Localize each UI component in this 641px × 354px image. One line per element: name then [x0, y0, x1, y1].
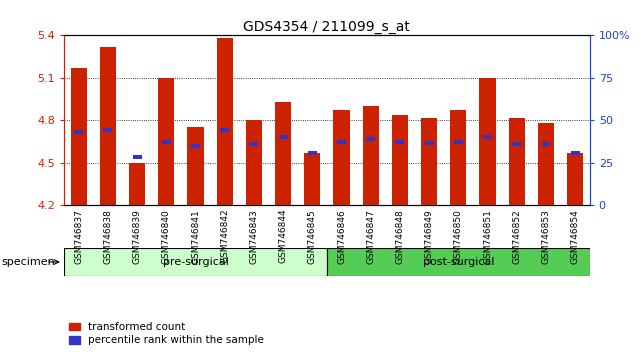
Bar [64, 248, 327, 276]
Text: GSM746842: GSM746842 [221, 209, 229, 263]
Text: GSM746847: GSM746847 [366, 209, 375, 264]
Bar [425, 141, 433, 145]
Text: GSM746843: GSM746843 [249, 209, 258, 264]
Text: GSM746848: GSM746848 [395, 209, 404, 264]
Title: GDS4354 / 211099_s_at: GDS4354 / 211099_s_at [244, 21, 410, 34]
Text: specimen: specimen [1, 257, 55, 267]
Bar [246, 120, 262, 205]
Bar [395, 139, 404, 144]
Bar [542, 142, 551, 147]
Bar [221, 128, 229, 132]
Bar [337, 139, 346, 144]
Text: GSM746841: GSM746841 [191, 209, 200, 264]
Bar [327, 248, 590, 276]
Text: GSM746851: GSM746851 [483, 209, 492, 264]
Bar [366, 137, 375, 141]
Bar [450, 110, 467, 205]
Text: GSM746850: GSM746850 [454, 209, 463, 264]
Text: GSM746838: GSM746838 [103, 209, 112, 264]
Bar [103, 128, 112, 132]
Bar [129, 163, 145, 205]
Text: GSM746854: GSM746854 [570, 209, 579, 264]
Text: GSM746844: GSM746844 [279, 209, 288, 263]
Bar [454, 139, 463, 144]
Bar [421, 118, 437, 205]
Bar [133, 155, 142, 159]
Text: GSM746845: GSM746845 [308, 209, 317, 264]
Bar [567, 153, 583, 205]
Bar [191, 144, 200, 148]
Text: GSM746852: GSM746852 [512, 209, 521, 264]
Bar [308, 151, 317, 155]
Text: pre-surgical: pre-surgical [163, 257, 228, 267]
Text: GSM746846: GSM746846 [337, 209, 346, 264]
Bar [275, 102, 291, 205]
Bar [538, 123, 554, 205]
Text: GSM746840: GSM746840 [162, 209, 171, 264]
Bar [512, 142, 521, 147]
Text: post-surgical: post-surgical [422, 257, 494, 267]
Bar [158, 78, 174, 205]
Text: GSM746853: GSM746853 [542, 209, 551, 264]
Bar [217, 38, 233, 205]
Bar [279, 135, 288, 139]
Bar [479, 78, 495, 205]
Text: GSM746849: GSM746849 [424, 209, 433, 264]
Bar [333, 110, 349, 205]
Bar [100, 47, 116, 205]
Bar [509, 118, 525, 205]
Bar [363, 106, 379, 205]
Bar [249, 142, 258, 147]
Bar [187, 127, 204, 205]
Bar [304, 153, 320, 205]
Bar [74, 130, 83, 134]
Bar [570, 151, 579, 155]
Text: GSM746839: GSM746839 [133, 209, 142, 264]
Bar [392, 115, 408, 205]
Legend: transformed count, percentile rank within the sample: transformed count, percentile rank withi… [69, 322, 264, 345]
Bar [162, 139, 171, 144]
Bar [483, 135, 492, 139]
Bar [71, 68, 87, 205]
Text: GSM746837: GSM746837 [74, 209, 83, 264]
